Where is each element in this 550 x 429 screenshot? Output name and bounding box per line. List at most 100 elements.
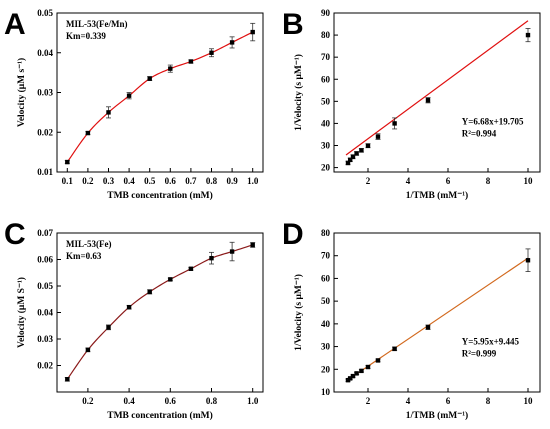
x-tick-label-a: 0.9 <box>226 176 238 186</box>
y-tick-label-b: 20 <box>321 163 331 173</box>
y-tick-label-b: 30 <box>321 141 331 151</box>
x-axis-title-b: 1/TMB (mM⁻¹) <box>406 190 468 201</box>
annotation-a: Km=0.339 <box>66 31 106 41</box>
data-point-a <box>148 76 152 80</box>
annotation-c: MIL-53(Fe) <box>66 239 111 249</box>
x-tick-label-b: 8 <box>486 176 491 186</box>
y-tick-label-a: 0.01 <box>37 167 53 177</box>
y-tick-label-d: 60 <box>321 273 331 283</box>
fit-line-a <box>67 32 252 162</box>
data-point-c <box>106 325 110 329</box>
x-tick-label-a: 0.4 <box>123 176 135 186</box>
data-point-c <box>86 348 90 352</box>
fit-line-c <box>67 245 252 379</box>
y-tick-label-b: 90 <box>321 8 331 18</box>
x-tick-label-a: 0.3 <box>103 176 115 186</box>
y-axis-title-c: Velocity (μM S⁻¹) <box>16 277 27 348</box>
x-tick-label-a: 1.0 <box>247 176 259 186</box>
fit-line-d <box>348 258 528 380</box>
x-tick-label-d: 2 <box>366 396 371 406</box>
y-tick-label-d: 20 <box>321 364 331 374</box>
data-point-c <box>251 243 255 247</box>
x-tick-label-a: 0.2 <box>82 176 94 186</box>
x-tick-label-c: 0.6 <box>165 396 177 406</box>
x-tick-label-a: 0.5 <box>144 176 156 186</box>
x-tick-label-b: 10 <box>524 176 534 186</box>
data-point-a <box>209 51 213 55</box>
y-tick-label-a: 0.05 <box>37 8 53 18</box>
y-tick-label-c: 0.02 <box>37 361 53 371</box>
x-tick-label-d: 6 <box>446 396 451 406</box>
x-axis-title-d: 1/TMB (mM⁻¹) <box>406 410 468 421</box>
y-tick-label-b: 40 <box>321 118 331 128</box>
y-tick-label-d: 30 <box>321 342 331 352</box>
data-point-c <box>209 256 213 260</box>
data-point-b <box>426 98 430 102</box>
data-point-a <box>168 66 172 70</box>
x-tick-label-b: 6 <box>446 176 451 186</box>
data-point-a <box>106 110 110 114</box>
panel-letter-b: B <box>282 8 304 41</box>
data-point-a <box>127 93 131 97</box>
x-axis-title-a: TMB concentration (mM) <box>107 190 213 201</box>
data-point-d <box>376 358 380 362</box>
plot-frame-b <box>334 13 540 172</box>
data-point-a <box>65 160 69 164</box>
panel-b-plot: 2 4 6 8 10 20 30 40 50 60 70 80 90 1/TMB (mM⁻¹) 1/Velo… <box>293 8 540 201</box>
y-tick-label-d: 50 <box>321 296 331 306</box>
y-axis-title-a: Velocity (μM s⁻¹) <box>16 58 27 127</box>
data-point-d <box>359 369 363 373</box>
panel-letter-c: C <box>4 218 26 251</box>
data-point-c <box>148 290 152 294</box>
panel-d-plot: 2 4 6 8 10 10 20 30 40 50 60 70 80 1/TMB (mM⁻¹) 1/Velo… <box>293 228 540 421</box>
y-tick-label-c: 0.04 <box>37 308 53 318</box>
x-tick-label-a: 0.1 <box>62 176 74 186</box>
annotation-c: Km=0.63 <box>66 251 102 261</box>
y-axis-title-d: 1/Velocity (s μM⁻¹) <box>293 274 304 351</box>
x-tick-label-c: 1.0 <box>247 396 259 406</box>
y-tick-label-c: 0.03 <box>37 334 53 344</box>
data-point-a <box>189 59 193 63</box>
panel-c-plot: 0.2 0.4 0.6 0.8 1.0 0.02 0.03 0.04 0.05 0.06 0.07 T… <box>16 228 263 421</box>
y-tick-label-b: 50 <box>321 96 331 106</box>
data-point-b <box>376 134 380 138</box>
y-tick-label-b: 80 <box>321 30 331 40</box>
y-tick-label-b: 60 <box>321 74 331 84</box>
data-point-c <box>65 377 69 381</box>
x-tick-label-a: 0.6 <box>165 176 177 186</box>
panel-a-plot: 0.1 0.2 0.3 0.4 0.5 0.6 0.7 0.8 0.9 1.00.010.020.… <box>16 8 263 201</box>
y-tick-label-a: 0.04 <box>37 48 53 58</box>
data-point-c <box>189 267 193 271</box>
annotation-b: R²=0.994 <box>462 128 497 138</box>
x-tick-label-c: 0.2 <box>82 396 94 406</box>
x-tick-label-c: 0.4 <box>123 396 135 406</box>
fit-line-b <box>346 21 528 155</box>
x-tick-label-d: 10 <box>524 396 534 406</box>
x-tick-label-a: 0.7 <box>185 176 197 186</box>
panel-letter-d: D <box>282 218 304 251</box>
y-tick-label-d: 80 <box>321 228 331 238</box>
data-point-c <box>168 277 172 281</box>
x-tick-label-d: 4 <box>406 396 411 406</box>
data-point-d <box>354 371 358 375</box>
data-point-d <box>526 258 530 262</box>
x-tick-label-b: 4 <box>406 176 411 186</box>
y-axis-title-b: 1/Velocity (s μM⁻¹) <box>293 54 304 131</box>
data-point-d <box>392 347 396 351</box>
y-tick-label-a: 0.02 <box>37 127 53 137</box>
annotation-a: MIL-53(Fe/Mn) <box>66 19 127 29</box>
data-point-c <box>127 305 131 309</box>
data-point-a <box>86 131 90 135</box>
annotation-b: Y=6.68x+19.705 <box>462 116 524 126</box>
y-tick-label-d: 70 <box>321 251 331 261</box>
data-point-b <box>366 144 370 148</box>
data-point-a <box>230 40 234 44</box>
data-point-a <box>251 30 255 34</box>
data-point-d <box>366 365 370 369</box>
data-point-d <box>426 325 430 329</box>
data-point-b <box>392 121 396 125</box>
y-tick-label-c: 0.07 <box>37 228 53 238</box>
y-tick-label-c: 0.06 <box>37 255 53 265</box>
x-axis-title-c: TMB concentration (mM) <box>107 410 213 421</box>
